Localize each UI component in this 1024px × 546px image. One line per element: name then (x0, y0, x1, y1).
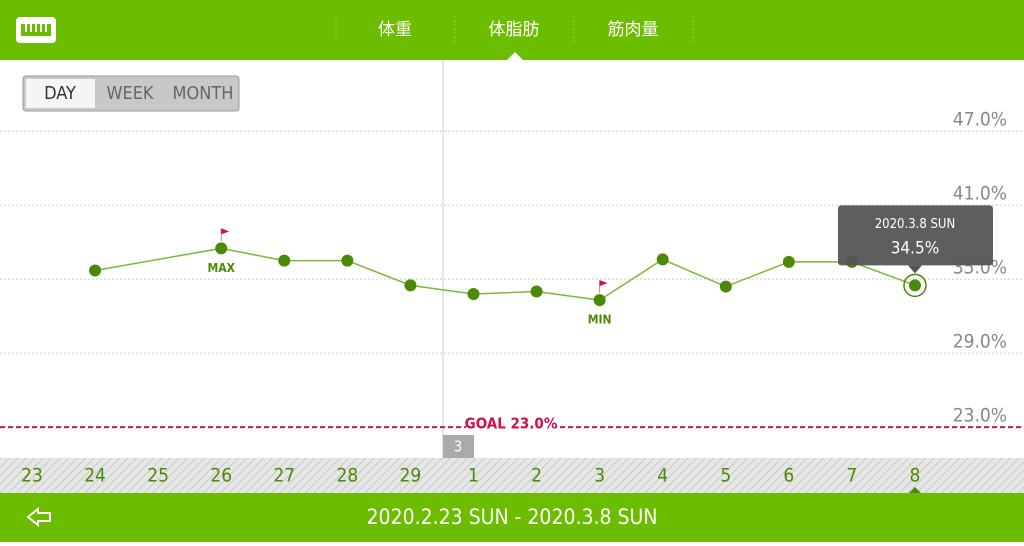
data-point (530, 285, 543, 298)
flag (221, 228, 230, 235)
month-marker: 3 (454, 438, 463, 456)
x-tick-label: 28 (336, 465, 358, 487)
data-point (89, 264, 102, 277)
line-segment (473, 290, 537, 295)
x-tick-label: 27 (273, 465, 295, 487)
data-point (593, 294, 606, 307)
tab-selected[interactable]: 体脂肪 (489, 20, 540, 40)
selected-ring (903, 273, 927, 298)
data-point (782, 255, 795, 268)
extreme-label: MIN (588, 313, 612, 327)
data-point (278, 254, 291, 267)
footer (0, 493, 1024, 542)
x-tick-label: 24 (84, 465, 106, 487)
x-tick-label: 6 (783, 465, 794, 487)
data-point (719, 280, 732, 293)
tooltip-date: 2020.3.8 SUN (875, 217, 956, 232)
range-toggle: DAY WEEK MONTH (22, 75, 240, 112)
tab[interactable]: 筋肉量 (608, 20, 659, 40)
tooltip-pointer (907, 265, 922, 274)
line-segment (536, 290, 600, 301)
tab-indicator (507, 52, 523, 60)
flag (599, 280, 608, 287)
goal-label-bg (466, 415, 556, 434)
line-segment (221, 247, 285, 262)
line-segment (851, 261, 916, 287)
range-button[interactable]: MONTH (173, 83, 234, 104)
x-tick-label: 29 (400, 465, 422, 487)
line-segment (599, 258, 664, 301)
app-logo[interactable] (16, 17, 56, 43)
month-marker-box (443, 435, 474, 458)
goal-label: GOAL 23.0% (465, 415, 558, 433)
header (0, 0, 1024, 60)
y-tick-label: 41.0% (953, 183, 1007, 205)
data-point (215, 242, 228, 255)
line-segment (94, 247, 222, 272)
data-point (656, 253, 669, 266)
line-segment (725, 261, 790, 288)
range-button-selected[interactable]: DAY (44, 83, 76, 104)
x-tick-label: 2 (531, 465, 542, 487)
x-tick-label: 4 (657, 465, 668, 487)
range-button[interactable]: WEEK (106, 83, 153, 104)
x-tick-label: 23 (21, 465, 43, 487)
tab[interactable]: 体重 (378, 20, 412, 40)
data-point (404, 279, 417, 292)
x-tick-label: 5 (720, 465, 731, 487)
back-button[interactable] (26, 506, 51, 528)
extreme-label: MAX (207, 261, 235, 275)
y-tick-label: 23.0% (953, 405, 1007, 427)
x-tick-label: 3 (594, 465, 605, 487)
y-tick-label: 29.0% (953, 331, 1007, 353)
x-tick-label: 1 (468, 465, 479, 487)
x-tick-label: 26 (210, 465, 232, 487)
x-tick-label: 25 (147, 465, 169, 487)
x-tick-label: 8 (910, 465, 921, 487)
data-point (467, 287, 480, 300)
period-label: 2020.2.23 SUN - 2020.3.8 SUN (367, 505, 658, 529)
line-segment (410, 284, 474, 295)
data-point (908, 279, 921, 292)
date-strip (0, 458, 1024, 493)
data-point (341, 254, 354, 267)
y-tick-label: 47.0% (953, 109, 1007, 131)
line-segment (347, 259, 411, 287)
tooltip (837, 205, 993, 266)
selected-date-marker (908, 487, 921, 493)
x-tick-label: 7 (846, 465, 857, 487)
line-segment (662, 258, 727, 288)
tooltip-value: 34.5% (891, 238, 940, 258)
